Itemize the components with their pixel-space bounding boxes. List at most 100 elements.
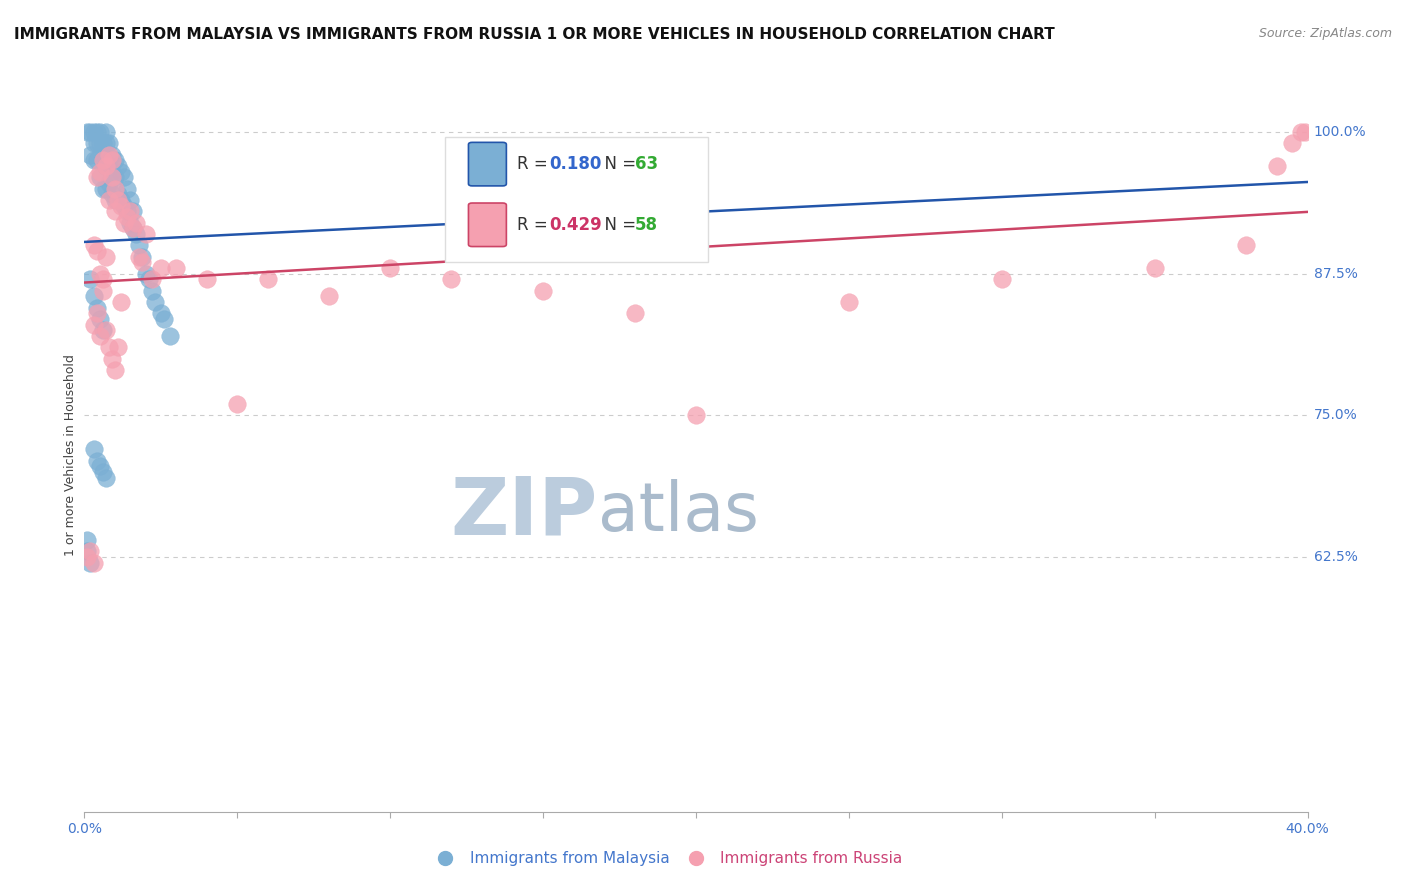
Point: [91, 284, 114, 298]
Point: [104, 170, 127, 185]
Point: [97, 193, 120, 207]
Text: 0.429: 0.429: [550, 216, 602, 234]
Point: [89, 329, 111, 343]
Point: [101, 170, 124, 185]
Point: [1281, 136, 1303, 151]
Point: [86, 125, 108, 139]
Point: [79, 125, 101, 139]
Point: [115, 182, 138, 196]
Point: [135, 267, 157, 281]
Point: [531, 284, 554, 298]
Point: [104, 204, 127, 219]
Point: [83, 318, 105, 332]
Point: [122, 221, 145, 235]
Point: [120, 204, 142, 219]
Point: [112, 216, 135, 230]
FancyBboxPatch shape: [468, 203, 506, 246]
Point: [143, 295, 166, 310]
Point: [76, 125, 98, 139]
Point: [112, 199, 135, 213]
Point: [83, 136, 105, 151]
Point: [97, 153, 120, 168]
Point: [318, 289, 340, 303]
Point: [110, 295, 132, 310]
Point: [86, 170, 108, 185]
Point: [257, 272, 280, 286]
Point: [107, 340, 129, 354]
Point: [94, 470, 117, 484]
Point: [1234, 238, 1257, 252]
Point: [226, 397, 249, 411]
Point: [94, 250, 117, 264]
Point: [110, 165, 132, 179]
Point: [1294, 125, 1316, 139]
Point: [110, 199, 132, 213]
Point: [110, 193, 132, 207]
Point: [79, 272, 101, 286]
Point: [79, 147, 101, 161]
Point: [165, 260, 187, 275]
Point: [107, 159, 129, 173]
Point: [141, 272, 163, 286]
Point: [159, 329, 181, 343]
Text: Immigrants from Russia: Immigrants from Russia: [720, 851, 903, 865]
Point: [120, 193, 142, 207]
Point: [76, 544, 98, 558]
Point: [94, 136, 117, 151]
Text: R =: R =: [517, 155, 554, 173]
Point: [91, 136, 114, 151]
Point: [128, 238, 150, 252]
Text: 75.0%: 75.0%: [1313, 409, 1357, 422]
Point: [89, 312, 111, 326]
Point: [79, 556, 101, 570]
Point: [149, 260, 172, 275]
Point: [104, 193, 127, 207]
Point: [125, 227, 148, 241]
Point: [153, 312, 176, 326]
Point: [79, 544, 101, 558]
Text: 87.5%: 87.5%: [1313, 267, 1358, 281]
FancyBboxPatch shape: [446, 137, 709, 262]
Point: [97, 340, 120, 354]
Point: [107, 187, 129, 202]
Point: [83, 442, 105, 457]
Point: [131, 255, 153, 269]
Point: [122, 221, 145, 235]
Point: [115, 204, 138, 219]
Point: [76, 533, 98, 547]
FancyBboxPatch shape: [468, 143, 506, 186]
Text: N =: N =: [595, 216, 641, 234]
Point: [89, 170, 111, 185]
Point: [141, 284, 163, 298]
Text: 62.5%: 62.5%: [1313, 549, 1358, 564]
Point: [104, 363, 127, 377]
Point: [101, 187, 124, 202]
Text: Immigrants from Malaysia: Immigrants from Malaysia: [470, 851, 669, 865]
Point: [91, 272, 114, 286]
Point: [86, 306, 108, 320]
Point: [83, 556, 105, 570]
Point: [101, 147, 124, 161]
Point: [94, 182, 117, 196]
Point: [115, 210, 138, 224]
Point: [76, 549, 98, 564]
Point: [125, 216, 148, 230]
Point: [97, 136, 120, 151]
Point: [94, 159, 117, 173]
Point: [89, 165, 111, 179]
Point: [685, 409, 707, 423]
Point: [195, 272, 218, 286]
Point: [91, 153, 114, 168]
Text: IMMIGRANTS FROM MALAYSIA VS IMMIGRANTS FROM RUSSIA 1 OR MORE VEHICLES IN HOUSEHO: IMMIGRANTS FROM MALAYSIA VS IMMIGRANTS F…: [14, 27, 1054, 42]
Text: R =: R =: [517, 216, 554, 234]
Point: [624, 306, 647, 320]
Text: N =: N =: [595, 155, 641, 173]
Point: [89, 125, 111, 139]
Point: [131, 250, 153, 264]
Point: [91, 323, 114, 337]
Point: [86, 453, 108, 467]
Point: [104, 182, 127, 196]
Text: atlas: atlas: [598, 479, 759, 545]
Point: [838, 295, 860, 310]
Y-axis label: 1 or more Vehicles in Household: 1 or more Vehicles in Household: [65, 354, 77, 556]
